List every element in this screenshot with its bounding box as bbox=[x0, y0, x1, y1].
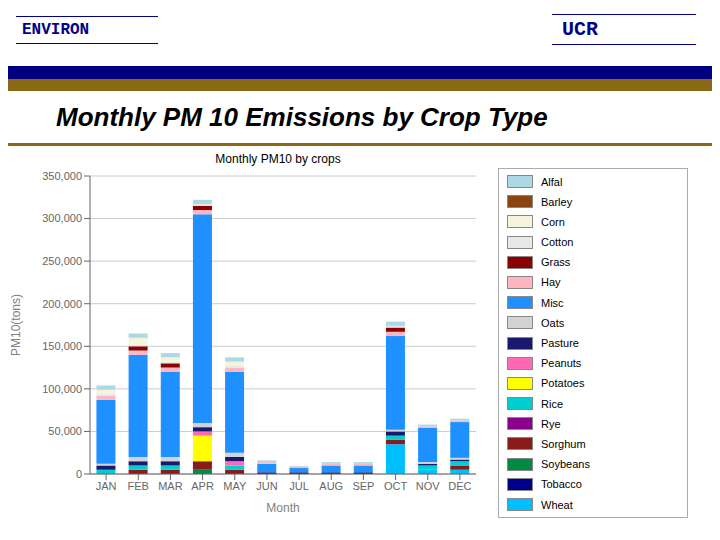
html-text:Oats: Oats bbox=[541, 316, 565, 329]
html-text:Grass: Grass bbox=[541, 256, 571, 269]
svg-text:JUN: JUN bbox=[256, 480, 277, 492]
html-text:Monthly PM10 by crops: Monthly PM10 by crops bbox=[215, 152, 341, 166]
svg-text:0: 0 bbox=[76, 468, 82, 480]
html-text:Tobacco: Tobacco bbox=[541, 478, 582, 491]
html-text:UCR: UCR bbox=[562, 18, 598, 41]
svg-text:JAN: JAN bbox=[96, 480, 117, 492]
svg-text:50,000: 50,000 bbox=[48, 425, 82, 437]
svg-text:AUG: AUG bbox=[319, 480, 343, 492]
html-text:Alfal: Alfal bbox=[541, 175, 563, 188]
svg-text:200,000: 200,000 bbox=[42, 298, 82, 310]
html-text:Monthly PM 10 Emissions by Cro: Monthly PM 10 Emissions by Crop Type bbox=[56, 101, 548, 132]
svg-text:MAR: MAR bbox=[158, 480, 183, 492]
svg-text:DEC: DEC bbox=[448, 480, 471, 492]
html-text:Cotton: Cotton bbox=[541, 236, 574, 249]
svg-text:MAY: MAY bbox=[223, 480, 247, 492]
svg-text:SEP: SEP bbox=[352, 480, 374, 492]
svg-text:150,000: 150,000 bbox=[42, 340, 82, 352]
html-text:Rye: Rye bbox=[541, 417, 561, 430]
html-text:Hay: Hay bbox=[541, 276, 561, 289]
svg-text:PM10(tons): PM10(tons) bbox=[9, 294, 23, 356]
html-text:Rice: Rice bbox=[541, 397, 563, 410]
svg-text:350,000: 350,000 bbox=[42, 170, 82, 182]
svg-text:100,000: 100,000 bbox=[42, 383, 82, 395]
svg-text:250,000: 250,000 bbox=[42, 255, 82, 267]
html-text:Barley: Barley bbox=[541, 195, 573, 208]
svg-text:JUL: JUL bbox=[289, 480, 309, 492]
html-text:Peanuts: Peanuts bbox=[541, 357, 582, 370]
html-text:Pasture: Pasture bbox=[541, 337, 579, 349]
svg-text:APR: APR bbox=[191, 480, 214, 492]
html-text:Corn: Corn bbox=[541, 215, 565, 228]
html-text:Wheat: Wheat bbox=[541, 498, 573, 511]
html-text:Sorghum: Sorghum bbox=[541, 437, 586, 450]
svg-text:NOV: NOV bbox=[416, 480, 441, 492]
svg-text:300,000: 300,000 bbox=[42, 212, 82, 224]
html-text:Misc: Misc bbox=[541, 296, 564, 309]
html-text:Soybeans: Soybeans bbox=[541, 458, 590, 471]
svg-text:OCT: OCT bbox=[384, 480, 408, 492]
html-text:ENVIRON: ENVIRON bbox=[22, 21, 90, 39]
svg-text:Month: Month bbox=[266, 501, 299, 515]
svg-text:FEB: FEB bbox=[128, 480, 149, 492]
html-text:Potatoes: Potatoes bbox=[541, 377, 585, 390]
